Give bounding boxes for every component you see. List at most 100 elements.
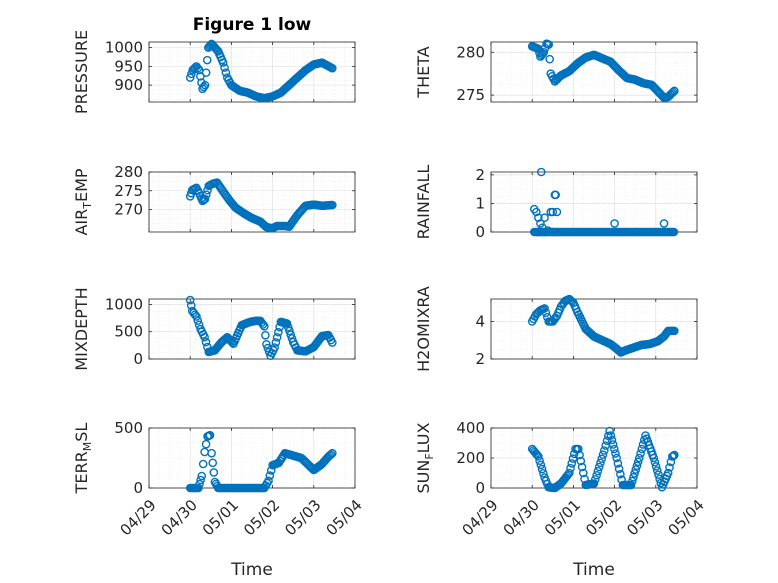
data-point	[270, 343, 279, 352]
axes-box	[490, 298, 698, 360]
y-tick-label: 950	[114, 57, 143, 75]
y-axis-label: PRESSURE	[72, 30, 91, 114]
data-point	[221, 68, 231, 77]
data-point	[568, 454, 578, 463]
data-point	[549, 227, 558, 237]
data-point	[286, 330, 296, 339]
y-axis-label: SUNFLUX	[414, 422, 436, 493]
x-tick-label: 05/02	[240, 496, 283, 539]
data-point	[540, 304, 549, 313]
y-tick-label: 0	[133, 350, 143, 368]
data-point	[670, 450, 679, 460]
data-point	[205, 430, 215, 440]
data-point	[265, 471, 275, 480]
data-point	[626, 480, 636, 490]
data-point	[196, 475, 205, 485]
data-point	[200, 332, 209, 342]
data-point	[209, 468, 219, 477]
data-point	[636, 449, 645, 458]
data-point	[328, 338, 337, 347]
data-point	[200, 194, 210, 204]
data-point	[201, 68, 211, 77]
data-point	[592, 470, 601, 480]
subplot-6: 2 4 H2OMIXRA	[414, 286, 698, 372]
subplot-4: 0 1 2 RAINFALL	[414, 165, 698, 241]
data-point	[539, 47, 549, 57]
data-point	[272, 332, 282, 342]
x-tick-label: 05/01	[541, 496, 584, 539]
data-point	[635, 453, 644, 463]
data-point	[532, 207, 541, 217]
data-point	[220, 63, 229, 72]
data-point	[203, 185, 212, 195]
data-point	[196, 72, 205, 81]
data-point	[328, 200, 337, 210]
x-axis-label-right: Time	[572, 560, 615, 580]
data-point	[576, 456, 586, 466]
data-point	[551, 190, 560, 200]
data-point	[613, 459, 623, 468]
data-point	[670, 86, 679, 96]
data-point	[552, 227, 562, 237]
data-point	[598, 450, 608, 459]
axes-box	[148, 298, 356, 360]
data-point	[577, 462, 587, 472]
data-point	[668, 87, 678, 97]
data-point	[537, 464, 547, 474]
data-point	[541, 308, 551, 318]
data-point	[192, 312, 201, 321]
data-point	[610, 219, 619, 228]
x-tick-label: 05/04	[664, 496, 707, 539]
data-point	[534, 213, 543, 223]
data-point	[593, 466, 603, 476]
data-point	[544, 40, 553, 49]
data-point	[201, 190, 211, 199]
axes-box	[490, 41, 698, 103]
data-point	[630, 469, 639, 478]
y-axis-label: MIXDEPTH	[72, 287, 91, 370]
x-tick-label: 05/04	[322, 496, 365, 539]
y-tick-label: 0	[475, 223, 485, 241]
data-point	[597, 454, 607, 464]
y-axis-label: AIRTEMP	[72, 168, 94, 235]
data-point	[633, 457, 643, 467]
x-axis-label-left: Time	[230, 560, 273, 580]
y-tick-label: 2	[475, 166, 485, 184]
data-point	[193, 63, 203, 73]
x-tick-label: 04/29	[116, 496, 159, 539]
data-point	[285, 326, 294, 336]
y-tick-label: 0	[133, 479, 143, 497]
data-point	[566, 295, 575, 305]
data-point	[282, 319, 292, 328]
y-tick-label: 1000	[105, 295, 143, 313]
data-point	[659, 219, 669, 228]
data-point	[567, 459, 577, 468]
subplot-2: 275 280 THETA	[414, 39, 698, 104]
data-point	[667, 88, 677, 98]
data-point	[187, 69, 196, 79]
data-point	[194, 483, 203, 493]
data-point	[274, 327, 283, 337]
data-point	[258, 320, 268, 329]
y-tick-label: 270	[114, 201, 143, 219]
data-point	[574, 444, 583, 454]
data-point	[261, 330, 270, 340]
data-point	[651, 462, 661, 471]
y-tick-label: 1000	[105, 39, 143, 57]
data-point	[271, 338, 281, 347]
axes-box	[148, 171, 356, 233]
data-point	[536, 460, 546, 470]
data-point	[605, 426, 614, 436]
data-point	[195, 479, 204, 489]
data-point	[612, 453, 621, 463]
data-point	[552, 207, 562, 217]
data-point	[540, 213, 549, 223]
data-point	[186, 301, 196, 310]
data-point	[198, 196, 207, 206]
data-point	[539, 468, 548, 478]
data-point	[669, 227, 679, 237]
data-point	[632, 461, 642, 471]
